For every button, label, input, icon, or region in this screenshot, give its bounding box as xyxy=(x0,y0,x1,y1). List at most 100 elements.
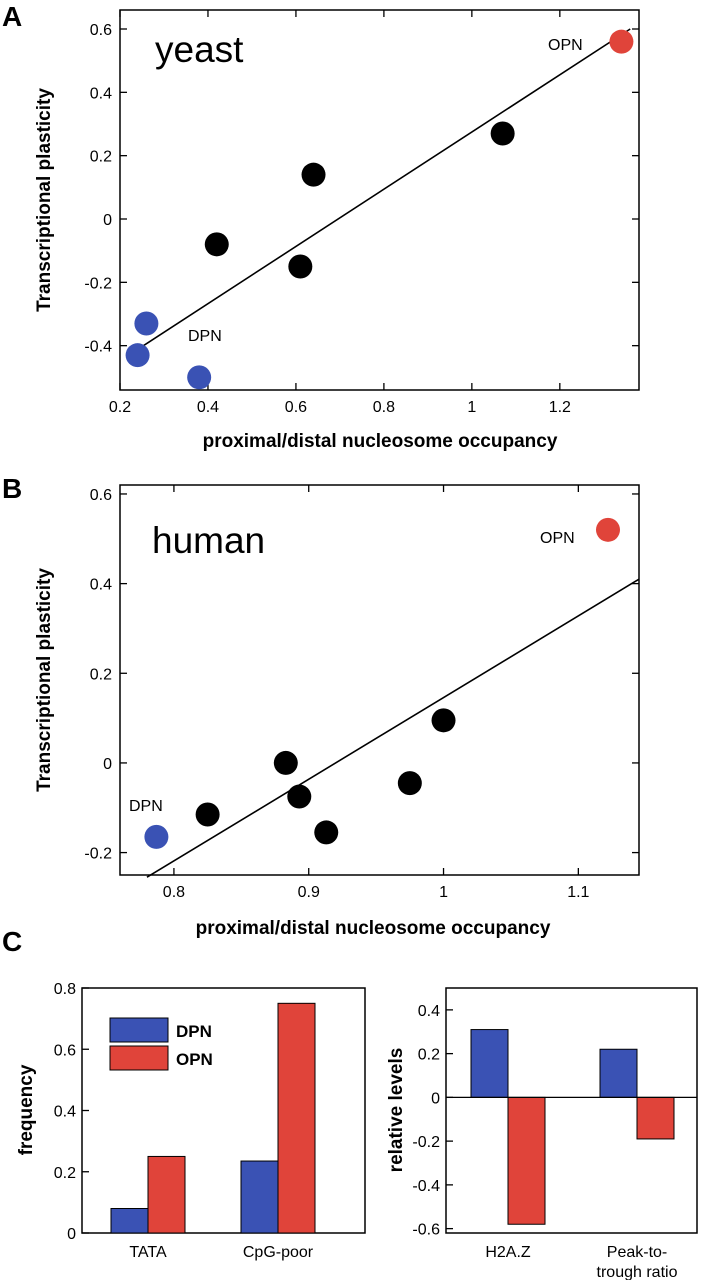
x-ticks: 0.8 0.9 1 1.1 xyxy=(163,485,590,901)
category-labels: TATA CpG-poor xyxy=(129,1244,313,1261)
bars xyxy=(470,1029,675,1225)
fit-line xyxy=(128,28,631,356)
x-tick-label: 1 xyxy=(467,399,476,416)
regression-line xyxy=(128,28,631,356)
bar-opn xyxy=(277,1002,316,1234)
category-label: TATA xyxy=(129,1244,167,1261)
y-tick-label: 0 xyxy=(67,1226,76,1243)
data-point-other xyxy=(490,121,515,146)
y-tick-label: 0.4 xyxy=(418,1003,440,1020)
bar-dpn xyxy=(470,1029,509,1098)
plot-title: human xyxy=(152,520,265,561)
x-tick-label: 0.6 xyxy=(285,399,307,416)
data-point-other xyxy=(314,820,339,845)
legend-swatch-opn xyxy=(109,1045,169,1071)
y-tick-label: 0.2 xyxy=(90,149,112,166)
y-tick-label: -0.2 xyxy=(84,275,112,292)
data-point-opn xyxy=(595,517,620,542)
y-tick-label: 0.4 xyxy=(54,1104,76,1121)
y-tick-label: 0 xyxy=(103,756,112,773)
panel-a-scatter-yeast: A yeast 0.2 0.4 0.6 0.8 1 1.2 -0.4 -0.2 0 0.2 0.4… xyxy=(2,1,640,452)
bars xyxy=(110,1002,316,1234)
legend-label-dpn: DPN xyxy=(176,1022,212,1041)
y-tick-label: 0 xyxy=(103,212,112,229)
x-tick-label: 0.8 xyxy=(373,399,395,416)
bar-dpn xyxy=(240,1160,279,1234)
bar-opn xyxy=(507,1096,546,1225)
data-point-opn xyxy=(609,29,634,54)
y-tick-label: 0.2 xyxy=(54,1165,76,1182)
y-tick-label: 0.2 xyxy=(418,1047,440,1064)
category-label: CpG-poor xyxy=(243,1244,314,1261)
y-axis-label: Transcriptional plasticity xyxy=(34,568,55,792)
x-tick-label: 0.4 xyxy=(197,399,219,416)
x-axis-label: proximal/distal nucleosome occupancy xyxy=(196,918,551,939)
y-tick-label: 0.6 xyxy=(90,22,112,39)
regression-line xyxy=(146,578,640,878)
panel-c-bar-frequency: C 0 0.2 0.4 0.6 0.8 TATA CpG-poor DPN OPN freq… xyxy=(2,926,366,1261)
category-label: trough ratio xyxy=(597,1264,678,1280)
dpn-point-label: DPN xyxy=(129,798,163,815)
data-point-other xyxy=(287,784,312,809)
data-point-other xyxy=(397,771,422,796)
y-ticks: 0 0.2 0.4 0.6 0.8 xyxy=(54,981,89,1243)
data-point-other xyxy=(288,254,313,279)
y-axis-label: frequency xyxy=(16,1064,37,1155)
plot-frame xyxy=(119,9,640,391)
x-axis-label: proximal/distal nucleosome occupancy xyxy=(203,431,558,452)
dpn-point-label: DPN xyxy=(188,328,222,345)
opn-point-label: OPN xyxy=(540,530,575,547)
y-tick-label: 0.2 xyxy=(90,666,112,683)
legend: DPN OPN xyxy=(109,1017,213,1071)
plot-title: yeast xyxy=(155,29,244,70)
y-axis-label: Transcriptional plasticity xyxy=(34,88,55,312)
y-tick-label: -0.4 xyxy=(84,339,112,356)
data-point-dpn xyxy=(144,824,169,849)
y-tick-label: -0.6 xyxy=(412,1222,440,1239)
data-point-other xyxy=(273,750,298,775)
panel-c-bar-relative-levels: -0.6 -0.4 -0.2 0 0.2 0.4 H2A.Z Peak-to-trough … xyxy=(386,987,698,1280)
x-tick-label: 1.1 xyxy=(567,884,589,901)
y-tick-label: 0 xyxy=(431,1090,440,1107)
panel-letter-a: A xyxy=(2,1,22,32)
data-point-dpn xyxy=(125,343,150,368)
category-label: Peak-to- xyxy=(607,1244,667,1261)
x-tick-label: 0.2 xyxy=(109,399,131,416)
y-tick-label: 0.4 xyxy=(90,577,112,594)
panel-letter-b: B xyxy=(2,473,22,504)
x-ticks: 0.2 0.4 0.6 0.8 1 1.2 xyxy=(109,10,571,416)
plot-frame xyxy=(445,987,698,1234)
y-ticks: -0.4 -0.2 0 0.2 0.4 0.6 xyxy=(84,22,639,356)
plot-frame xyxy=(119,484,640,876)
bar-dpn xyxy=(110,1208,149,1234)
panel-letter-c: C xyxy=(2,926,22,957)
x-tick-label: 0.9 xyxy=(298,884,320,901)
y-tick-label: 0.6 xyxy=(90,487,112,504)
panel-b-scatter-human: B human 0.8 0.9 1 1.1 -0.2 0 0.2 0.4 0.6 OPN DP… xyxy=(2,473,640,939)
data-points xyxy=(144,517,620,849)
y-ticks: -0.2 0 0.2 0.4 0.6 xyxy=(84,487,639,863)
opn-point-label: OPN xyxy=(548,37,583,54)
y-tick-label: 0.4 xyxy=(90,85,112,102)
y-tick-label: -0.2 xyxy=(412,1134,440,1151)
category-labels: H2A.Z Peak-to-trough ratio xyxy=(485,1244,677,1280)
y-axis-label: relative levels xyxy=(386,1048,407,1173)
data-points xyxy=(125,29,634,390)
data-point-other xyxy=(301,162,326,187)
y-ticks: -0.6 -0.4 -0.2 0 0.2 0.4 xyxy=(412,1003,453,1239)
x-tick-label: 1.2 xyxy=(549,399,571,416)
category-label: H2A.Z xyxy=(485,1244,531,1261)
legend-label-opn: OPN xyxy=(176,1050,213,1069)
bar-opn xyxy=(147,1155,186,1234)
fit-line xyxy=(146,578,640,878)
data-point-other xyxy=(204,232,229,257)
data-point-dpn xyxy=(187,365,212,390)
data-point-other xyxy=(195,802,220,827)
x-tick-label: 1 xyxy=(439,884,448,901)
y-tick-label: -0.2 xyxy=(84,846,112,863)
data-point-dpn xyxy=(134,311,159,336)
x-tick-label: 0.8 xyxy=(163,884,185,901)
legend-swatch-dpn xyxy=(109,1017,169,1043)
y-tick-label: 0.8 xyxy=(54,981,76,998)
